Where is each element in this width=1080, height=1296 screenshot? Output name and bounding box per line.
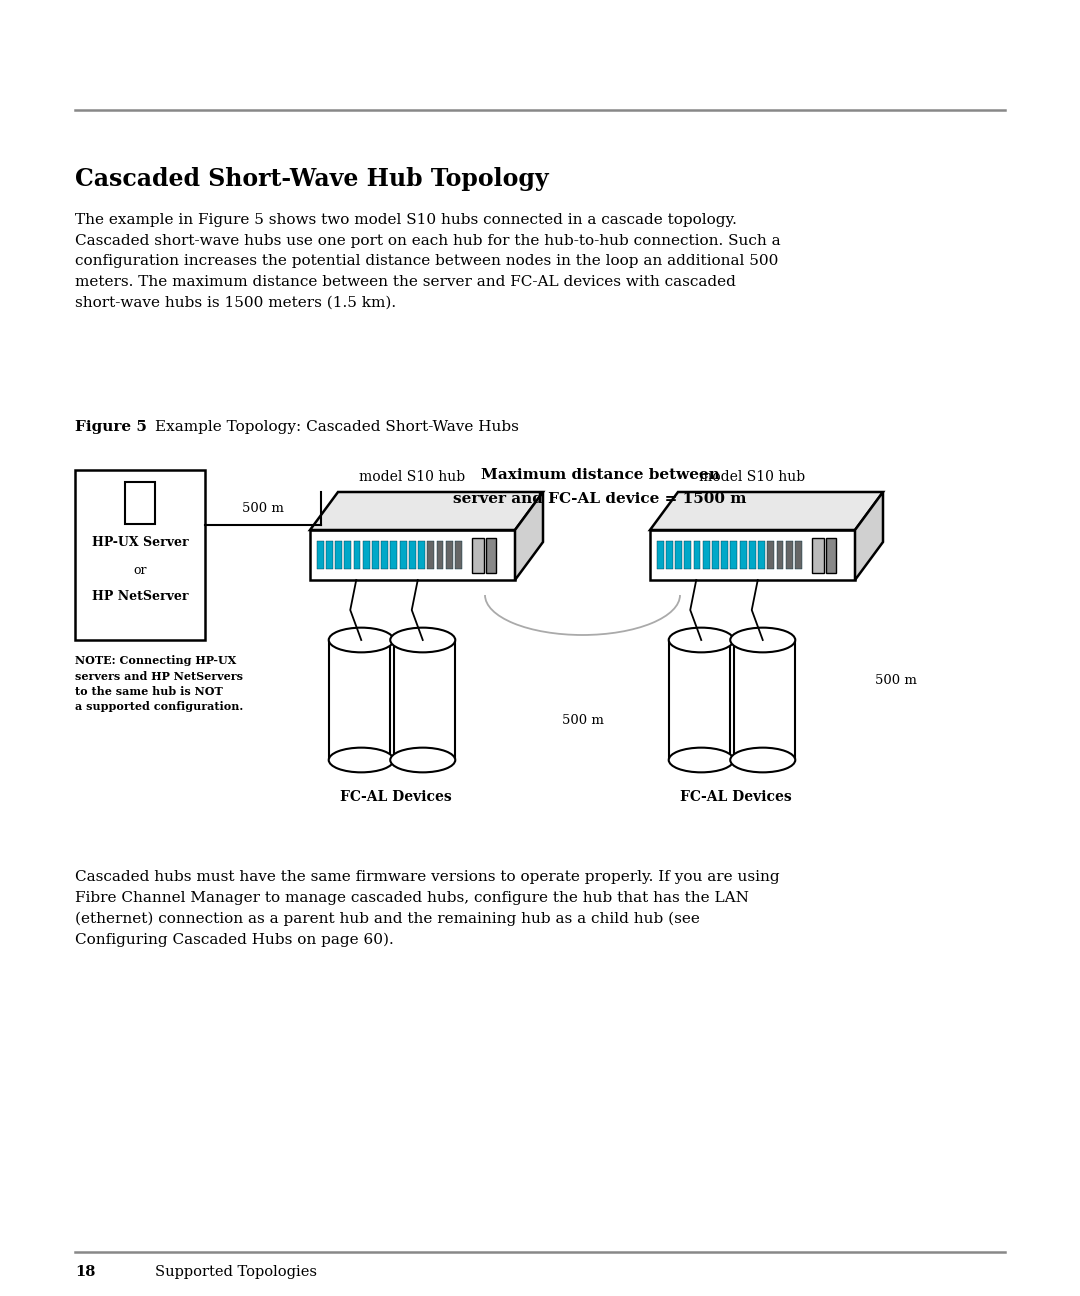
Text: HP-UX Server: HP-UX Server (92, 537, 188, 550)
Text: FC-AL Devices: FC-AL Devices (680, 791, 792, 804)
Text: Cascaded Short-Wave Hub Topology: Cascaded Short-Wave Hub Topology (75, 167, 549, 191)
Bar (446, 540, 453, 569)
Bar (650, 530, 855, 581)
Bar (703, 540, 710, 569)
Bar (777, 540, 783, 569)
Text: Figure 5: Figure 5 (75, 420, 147, 434)
Bar (669, 640, 733, 759)
Bar (693, 540, 701, 569)
Bar (328, 640, 394, 759)
Bar (826, 538, 836, 573)
Bar (712, 540, 719, 569)
Bar (721, 540, 728, 569)
Bar (428, 540, 434, 569)
Ellipse shape (730, 627, 795, 652)
Bar (666, 540, 673, 569)
Text: 18: 18 (75, 1265, 95, 1279)
Text: model S10 hub: model S10 hub (360, 470, 465, 483)
Text: Cascaded hubs must have the same firmware versions to operate properly. If you a: Cascaded hubs must have the same firmwar… (75, 870, 780, 947)
Ellipse shape (390, 748, 456, 772)
Bar (381, 540, 388, 569)
Text: Maximum distance between: Maximum distance between (481, 468, 719, 482)
Text: Example Topology: Cascaded Short-Wave Hubs: Example Topology: Cascaded Short-Wave Hu… (156, 420, 518, 434)
Ellipse shape (390, 627, 456, 652)
Bar (400, 540, 406, 569)
Bar (75, 470, 205, 640)
Text: Supported Topologies: Supported Topologies (156, 1265, 318, 1279)
Bar (455, 540, 462, 569)
Bar (326, 540, 333, 569)
Bar (363, 540, 369, 569)
Text: 500 m: 500 m (875, 674, 917, 687)
Polygon shape (515, 492, 543, 581)
Ellipse shape (669, 627, 733, 652)
Ellipse shape (669, 748, 733, 772)
Bar (740, 540, 746, 569)
Text: 500 m: 500 m (562, 714, 604, 727)
Polygon shape (855, 492, 883, 581)
Text: FC-AL Devices: FC-AL Devices (340, 791, 451, 804)
Bar (418, 540, 426, 569)
Text: server and FC-AL device = 1500 m: server and FC-AL device = 1500 m (454, 492, 746, 505)
Bar (657, 540, 663, 569)
Bar (335, 540, 342, 569)
Bar (353, 540, 361, 569)
Bar (730, 640, 795, 759)
Bar (316, 540, 324, 569)
Bar (372, 540, 379, 569)
Text: model S10 hub: model S10 hub (700, 470, 806, 483)
Bar (795, 540, 802, 569)
Text: 500 m: 500 m (242, 502, 284, 515)
Bar (730, 540, 738, 569)
Bar (767, 540, 774, 569)
Bar (390, 640, 456, 759)
Polygon shape (310, 492, 543, 530)
Bar (345, 540, 351, 569)
Bar (436, 540, 444, 569)
Bar (125, 482, 156, 524)
Text: or: or (133, 564, 147, 577)
Text: HP NetServer: HP NetServer (92, 591, 188, 604)
Text: The example in Figure 5 shows two model S10 hubs connected in a cascade topology: The example in Figure 5 shows two model … (75, 213, 781, 310)
Bar (310, 530, 515, 581)
Bar (390, 540, 397, 569)
Bar (675, 540, 681, 569)
Bar (472, 538, 484, 573)
Bar (409, 540, 416, 569)
Bar (812, 538, 824, 573)
Text: NOTE: Connecting HP-UX
servers and HP NetServers
to the same hub is NOT
a suppor: NOTE: Connecting HP-UX servers and HP Ne… (75, 654, 243, 713)
Polygon shape (650, 492, 883, 530)
Bar (685, 540, 691, 569)
Bar (786, 540, 793, 569)
Bar (748, 540, 756, 569)
Bar (758, 540, 765, 569)
Ellipse shape (328, 748, 394, 772)
Ellipse shape (730, 748, 795, 772)
Bar (486, 538, 496, 573)
Ellipse shape (328, 627, 394, 652)
